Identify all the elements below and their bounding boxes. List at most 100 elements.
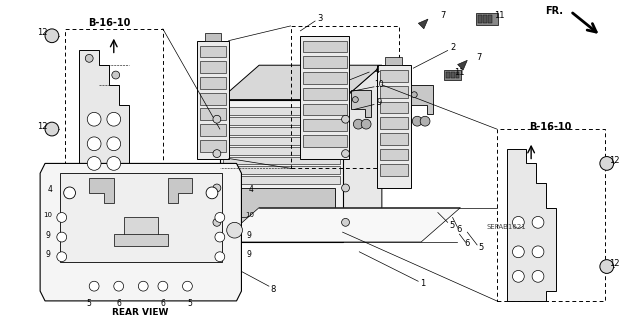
Circle shape bbox=[213, 150, 221, 158]
Circle shape bbox=[45, 29, 59, 43]
Circle shape bbox=[513, 271, 524, 282]
Text: 5: 5 bbox=[449, 221, 454, 230]
Bar bbox=[124, 218, 158, 235]
Bar bbox=[380, 86, 408, 98]
Bar bbox=[223, 167, 340, 174]
Circle shape bbox=[85, 55, 93, 62]
Circle shape bbox=[89, 281, 99, 291]
Circle shape bbox=[513, 217, 524, 228]
Circle shape bbox=[353, 97, 358, 102]
Bar bbox=[476, 13, 498, 25]
Circle shape bbox=[87, 137, 101, 151]
Bar bbox=[303, 135, 346, 147]
Bar bbox=[262, 218, 296, 235]
Polygon shape bbox=[220, 65, 382, 100]
Circle shape bbox=[107, 137, 121, 151]
Bar bbox=[200, 108, 226, 120]
Text: 4: 4 bbox=[249, 185, 253, 195]
Bar bbox=[303, 56, 346, 68]
Circle shape bbox=[107, 112, 121, 126]
Bar bbox=[380, 101, 408, 113]
Bar bbox=[456, 72, 460, 78]
Bar bbox=[303, 119, 346, 131]
Circle shape bbox=[64, 187, 76, 199]
Bar bbox=[223, 176, 340, 184]
Text: FR.: FR. bbox=[545, 6, 564, 16]
Polygon shape bbox=[419, 19, 428, 29]
Text: 1: 1 bbox=[420, 279, 426, 288]
Circle shape bbox=[342, 115, 349, 123]
Bar bbox=[223, 137, 340, 145]
Bar bbox=[200, 124, 226, 136]
Circle shape bbox=[182, 281, 193, 291]
Text: 6: 6 bbox=[465, 240, 470, 249]
Text: 5: 5 bbox=[87, 299, 92, 308]
Bar bbox=[380, 70, 408, 82]
Polygon shape bbox=[342, 65, 382, 242]
Text: 5: 5 bbox=[187, 299, 192, 308]
Text: REAR VIEW: REAR VIEW bbox=[112, 308, 168, 317]
Circle shape bbox=[342, 184, 349, 192]
Polygon shape bbox=[300, 36, 349, 159]
Text: 9: 9 bbox=[247, 250, 252, 259]
Text: 11: 11 bbox=[495, 11, 505, 20]
Bar bbox=[380, 164, 408, 176]
Text: SEPAB1621: SEPAB1621 bbox=[487, 224, 527, 230]
Circle shape bbox=[57, 232, 67, 242]
Bar bbox=[303, 88, 346, 100]
Text: B-16-10: B-16-10 bbox=[88, 18, 130, 28]
Circle shape bbox=[600, 260, 614, 273]
Text: 9: 9 bbox=[247, 231, 252, 240]
Polygon shape bbox=[40, 163, 241, 301]
Polygon shape bbox=[458, 60, 467, 70]
Bar bbox=[205, 33, 221, 41]
Text: 9: 9 bbox=[45, 231, 51, 240]
Bar bbox=[200, 46, 226, 57]
Bar bbox=[300, 218, 333, 235]
Circle shape bbox=[361, 119, 371, 129]
Text: 2: 2 bbox=[450, 43, 455, 52]
Polygon shape bbox=[220, 208, 460, 242]
Bar bbox=[228, 188, 335, 229]
Bar bbox=[200, 93, 226, 105]
Bar bbox=[380, 133, 408, 145]
Circle shape bbox=[215, 232, 225, 242]
Polygon shape bbox=[89, 178, 114, 203]
Text: 12: 12 bbox=[609, 156, 620, 165]
Text: 6: 6 bbox=[457, 225, 462, 234]
Bar bbox=[303, 104, 346, 115]
Polygon shape bbox=[351, 90, 371, 117]
Polygon shape bbox=[412, 85, 433, 114]
Text: 7: 7 bbox=[476, 53, 482, 62]
Bar bbox=[114, 234, 168, 246]
Circle shape bbox=[215, 212, 225, 222]
Polygon shape bbox=[377, 65, 412, 188]
Bar bbox=[478, 15, 482, 23]
Circle shape bbox=[353, 119, 364, 129]
Text: 10: 10 bbox=[374, 80, 384, 89]
Bar bbox=[220, 100, 342, 242]
Text: B-16-10: B-16-10 bbox=[529, 122, 572, 132]
Bar bbox=[223, 117, 340, 125]
Text: 12: 12 bbox=[37, 28, 47, 37]
Bar bbox=[497, 129, 605, 301]
Bar bbox=[223, 127, 340, 135]
Text: 9: 9 bbox=[45, 250, 51, 259]
Circle shape bbox=[532, 271, 544, 282]
Circle shape bbox=[57, 212, 67, 222]
Text: 9: 9 bbox=[376, 98, 381, 107]
Bar bbox=[223, 147, 340, 155]
Circle shape bbox=[114, 281, 124, 291]
Text: 12: 12 bbox=[609, 259, 620, 268]
Text: 11: 11 bbox=[454, 68, 465, 77]
Circle shape bbox=[412, 116, 422, 126]
Bar bbox=[483, 15, 487, 23]
Text: 4: 4 bbox=[47, 185, 52, 195]
Circle shape bbox=[600, 157, 614, 170]
Circle shape bbox=[227, 222, 243, 238]
Bar bbox=[223, 108, 340, 115]
Bar bbox=[200, 61, 226, 73]
Circle shape bbox=[420, 116, 430, 126]
Bar bbox=[303, 41, 346, 52]
Bar bbox=[65, 29, 163, 191]
